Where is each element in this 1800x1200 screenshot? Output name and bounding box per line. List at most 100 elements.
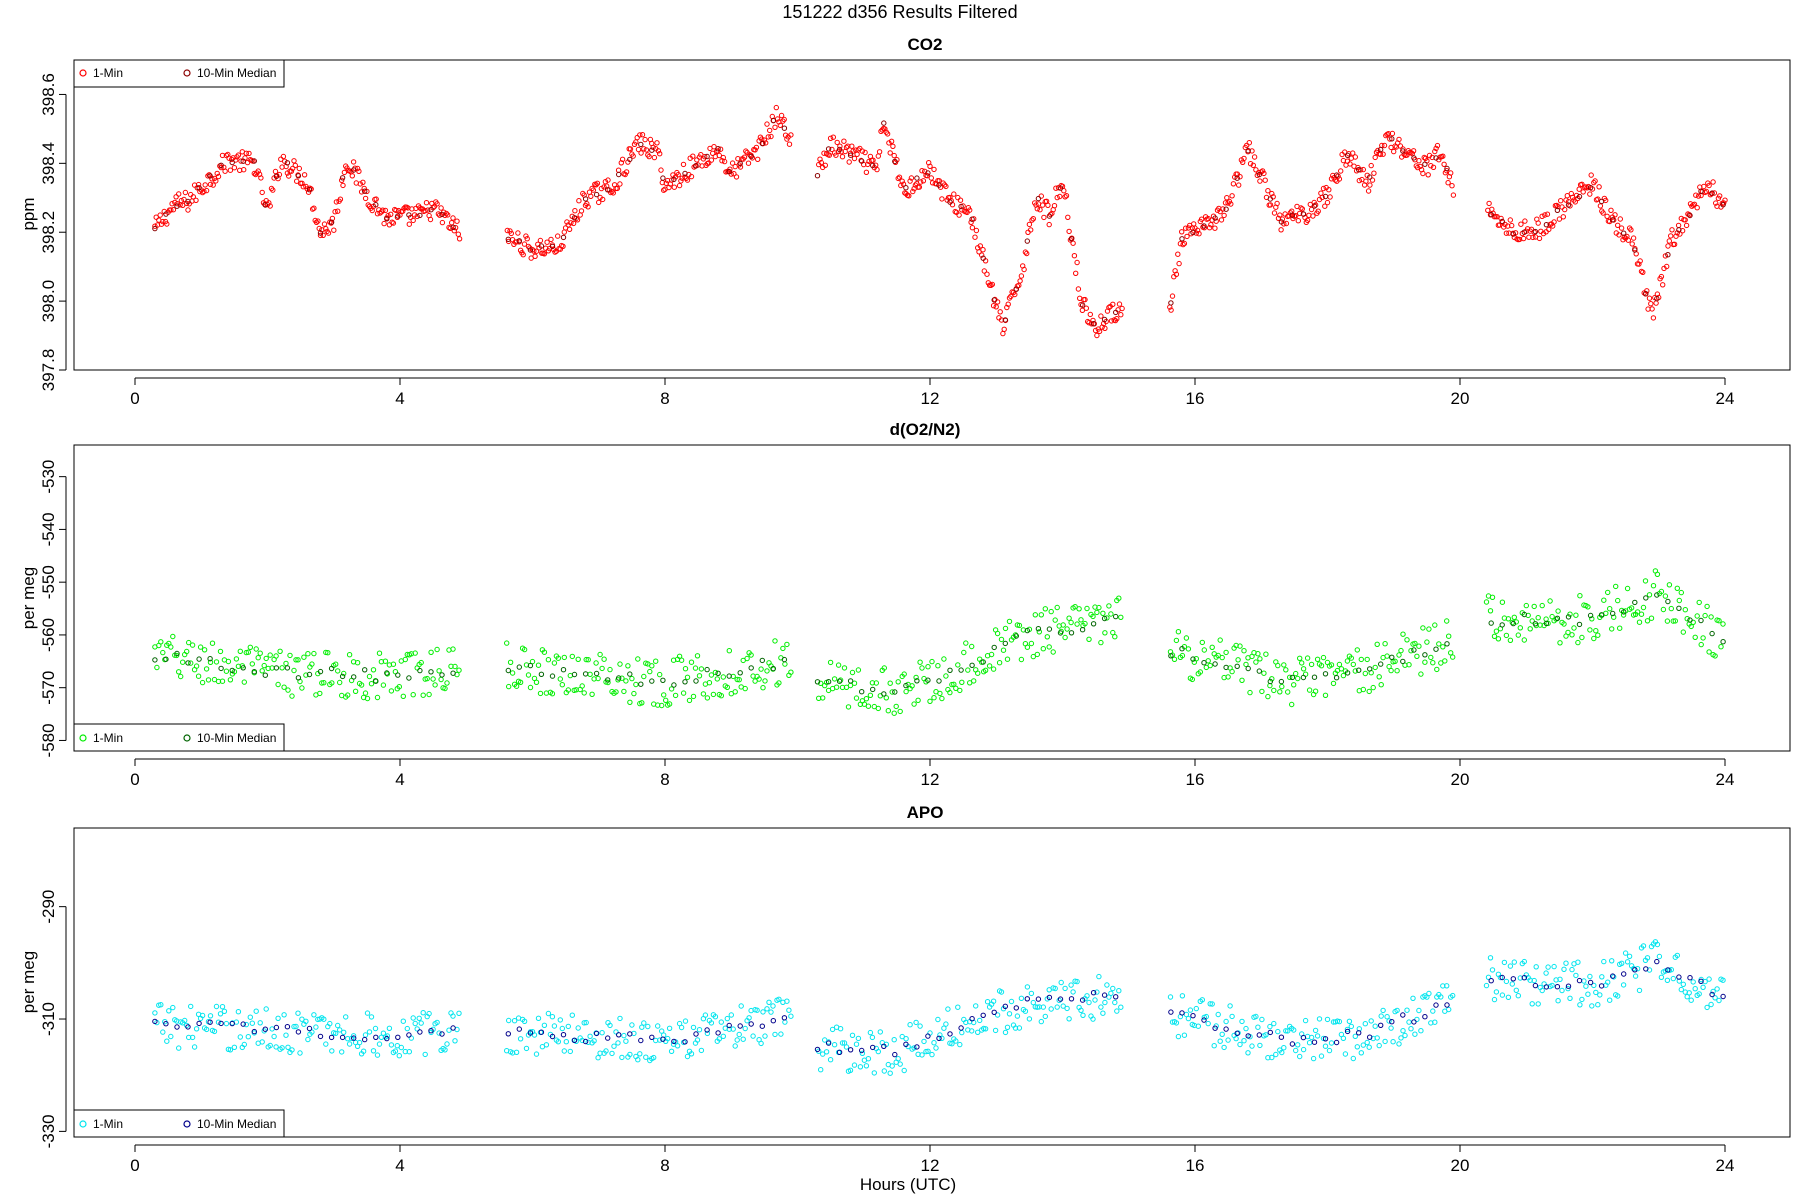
panel-apo-point-median <box>505 1031 511 1037</box>
panel-co2-point-1min <box>570 220 577 227</box>
panel-apo-point-median <box>1356 1030 1362 1036</box>
panel-co2-point-median <box>593 191 600 198</box>
panel-apo-point-1min <box>609 1050 615 1057</box>
panel-co2-point-1min <box>973 227 980 234</box>
panel-co2-point-median <box>218 162 224 169</box>
panel-o2n2-point-1min <box>432 682 438 688</box>
panel-apo-point-1min <box>1668 967 1675 973</box>
panel-o2n2-point-1min <box>684 674 691 680</box>
panel-apo-point-1min <box>1094 989 1100 995</box>
panel-o2n2-point-1min <box>820 695 826 701</box>
panel-co2-point-1min <box>753 144 760 151</box>
panel-apo-point-1min <box>1483 982 1490 989</box>
panel-o2n2-point-1min <box>627 699 633 705</box>
panel-apo-point-1min <box>1511 959 1518 965</box>
panel-apo-point-1min <box>1607 997 1613 1003</box>
panel-apo-point-median <box>1300 1034 1307 1041</box>
panel-apo-point-1min <box>591 1038 597 1044</box>
panel-o2n2-point-1min <box>1219 654 1225 661</box>
panel-co2-point-1min <box>335 208 341 214</box>
panel-apo-point-1min <box>1308 1034 1315 1041</box>
panel-co2-point-median <box>870 162 876 169</box>
panel-apo-point-1min <box>863 1063 870 1069</box>
panel-co2-point-1min <box>572 208 578 214</box>
panel-co2-point-1min <box>939 196 945 202</box>
panel-apo-title: APO <box>907 803 944 822</box>
panel-co2-point-1min <box>661 187 667 193</box>
panel-apo-point-1min <box>933 1045 939 1051</box>
panel-co2-point-1min <box>1026 221 1033 228</box>
panel-co2-point-1min <box>1588 172 1594 178</box>
panel-o2n2-point-1min <box>1197 669 1204 675</box>
panel-o2n2-point-1min <box>1297 655 1303 661</box>
panel-o2n2-point-1min <box>1688 623 1694 630</box>
panel-o2n2-point-1min <box>345 692 351 698</box>
panel-co2-point-median <box>1400 148 1406 154</box>
panel-apo-point-1min <box>1006 1011 1013 1017</box>
panel-o2n2-point-1min <box>1680 629 1687 635</box>
panel-apo-point-1min <box>213 1003 220 1010</box>
panel-o2n2-point-1min <box>241 679 248 685</box>
panel-co2-point-median <box>1101 316 1108 323</box>
panel-o2n2-point-1min <box>1293 670 1299 677</box>
panel-apo-point-1min <box>847 1067 854 1074</box>
panel-o2n2-point-1min <box>927 698 933 704</box>
panel-o2n2-point-median <box>1632 599 1638 606</box>
panel-co2-point-1min <box>1530 234 1536 241</box>
panel-co2-point-1min <box>447 225 453 232</box>
panel-co2-point-1min <box>1420 170 1426 177</box>
panel-o2n2-point-1min <box>1400 631 1406 637</box>
panel-o2n2-point-1min <box>1372 664 1378 671</box>
panel-apo-point-1min <box>549 1014 556 1020</box>
panel-co2-point-1min <box>981 268 987 274</box>
panel-o2n2-point-median <box>859 689 865 695</box>
panel-co2-point-1min <box>1327 194 1333 200</box>
panel-co2-point-1min <box>895 175 901 182</box>
panel-apo-point-1min <box>1654 941 1661 948</box>
panel-co2-point-1min <box>533 248 540 254</box>
panel-co2-point-1min <box>1230 181 1237 187</box>
panel-apo-point-median <box>947 1031 953 1037</box>
panel-apo-point-1min <box>935 1016 941 1023</box>
panel-apo-x-axis: 0 4 8 12 16 20 24 <box>130 1144 1734 1175</box>
panel-apo-point-1min <box>1350 1055 1357 1062</box>
panel-o2n2-point-median <box>1367 666 1373 672</box>
panel-o2n2-point-1min <box>1543 616 1549 622</box>
panel-apo-point-1min <box>992 1027 999 1034</box>
panel-apo-point-1min <box>734 1037 740 1043</box>
panel-apo-point-median <box>925 1033 931 1039</box>
panel-co2-point-1min <box>1249 148 1255 154</box>
panel-co2-point-1min <box>1271 210 1278 216</box>
panel-co2-point-1min <box>288 168 295 174</box>
panel-apo-point-1min <box>1014 1013 1021 1019</box>
panel-co2-point-1min <box>951 191 957 197</box>
panel-apo-point-1min <box>1485 974 1492 980</box>
panel-o2n2-point-median <box>1598 612 1605 618</box>
panel-co2-point-1min <box>1087 311 1094 318</box>
panel-o2n2-point-1min <box>965 667 971 673</box>
panel-apo-point-1min <box>1438 994 1444 1000</box>
panel-co2-point-1min <box>1673 233 1679 239</box>
panel-apo-point-1min <box>245 1034 252 1040</box>
panel-apo-point-1min <box>1416 1007 1422 1014</box>
panel-co2-point-median <box>1179 236 1185 242</box>
panel-co2-point-1min <box>1695 193 1702 199</box>
panel-co2-point-median <box>671 176 677 183</box>
panel-o2n2-point-1min <box>1336 661 1343 668</box>
panel-o2n2-point-1min <box>1589 616 1595 622</box>
panel-co2-point-1min <box>195 181 202 188</box>
panel-o2n2-point-1min <box>971 678 977 684</box>
panel-apo-point-median <box>892 1051 898 1058</box>
panel-co2-point-1min <box>887 150 893 156</box>
panel-o2n2-point-median <box>251 669 258 675</box>
panel-o2n2-point-median <box>1278 678 1285 685</box>
panel-o2n2-point-1min <box>1624 585 1631 592</box>
panel-o2n2-point-1min <box>1517 625 1524 631</box>
panel-o2n2-point-1min <box>911 701 917 707</box>
panel-apo-point-1min <box>1207 1001 1213 1007</box>
panel-co2-point-1min <box>524 236 530 242</box>
panel-apo-point-median <box>1510 976 1517 982</box>
panel-co2-point-1min <box>1617 216 1624 222</box>
panel-co2-point-1min <box>1184 233 1190 240</box>
panel-apo-point-1min <box>541 1022 548 1029</box>
